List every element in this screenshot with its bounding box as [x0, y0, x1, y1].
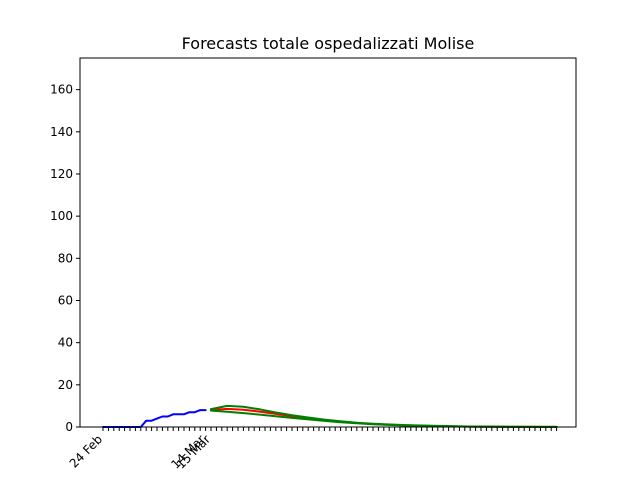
y-tick-label: 0: [65, 420, 73, 434]
y-tick-label: 60: [58, 293, 73, 307]
y-tick-label: 100: [50, 209, 73, 223]
y-tick-label: 40: [58, 336, 73, 350]
y-tick-label: 80: [58, 251, 73, 265]
y-tick-label: 140: [50, 125, 73, 139]
axes-frame: [79, 57, 577, 428]
y-tick-label: 20: [58, 378, 73, 392]
y-tick-label: 120: [50, 167, 73, 181]
y-axis: 0 20 40 60 80 100 120 140 160: [50, 83, 80, 434]
chart-title: Forecasts totale ospedalizzati Molise: [182, 34, 475, 53]
y-tick-label: 160: [50, 83, 73, 97]
